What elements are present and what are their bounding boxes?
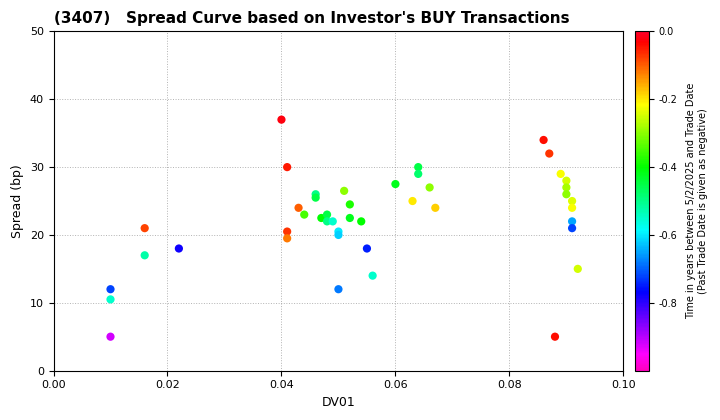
Text: (3407)   Spread Curve based on Investor's BUY Transactions: (3407) Spread Curve based on Investor's …	[53, 11, 569, 26]
Point	[321, 218, 333, 225]
Point	[413, 164, 424, 171]
Point	[173, 245, 184, 252]
Point	[333, 228, 344, 235]
Point	[567, 218, 578, 225]
Point	[299, 211, 310, 218]
Point	[549, 333, 561, 340]
Point	[276, 116, 287, 123]
Point	[567, 205, 578, 211]
Point	[333, 231, 344, 238]
Point	[430, 205, 441, 211]
Point	[356, 218, 367, 225]
Point	[104, 296, 116, 303]
Y-axis label: Spread (bp): Spread (bp)	[11, 164, 24, 238]
Point	[104, 286, 116, 293]
Point	[413, 171, 424, 177]
Point	[282, 228, 293, 235]
Point	[338, 187, 350, 194]
Point	[407, 198, 418, 205]
Point	[139, 225, 150, 231]
Point	[367, 272, 379, 279]
Point	[344, 215, 356, 221]
Point	[361, 245, 373, 252]
Point	[282, 235, 293, 242]
Point	[561, 184, 572, 191]
Point	[572, 265, 583, 272]
Point	[424, 184, 436, 191]
Point	[567, 225, 578, 231]
Point	[555, 171, 567, 177]
Point	[315, 215, 327, 221]
Point	[293, 205, 305, 211]
Point	[139, 252, 150, 259]
X-axis label: DV01: DV01	[322, 396, 355, 409]
Point	[282, 164, 293, 171]
Point	[327, 218, 338, 225]
Point	[390, 181, 401, 187]
Point	[310, 194, 321, 201]
Point	[561, 191, 572, 197]
Point	[310, 191, 321, 197]
Point	[333, 286, 344, 293]
Point	[344, 201, 356, 208]
Point	[104, 333, 116, 340]
Point	[567, 198, 578, 205]
Point	[538, 136, 549, 143]
Point	[321, 211, 333, 218]
Y-axis label: Time in years between 5/2/2025 and Trade Date
(Past Trade Date is given as negat: Time in years between 5/2/2025 and Trade…	[686, 83, 708, 319]
Point	[544, 150, 555, 157]
Point	[561, 177, 572, 184]
